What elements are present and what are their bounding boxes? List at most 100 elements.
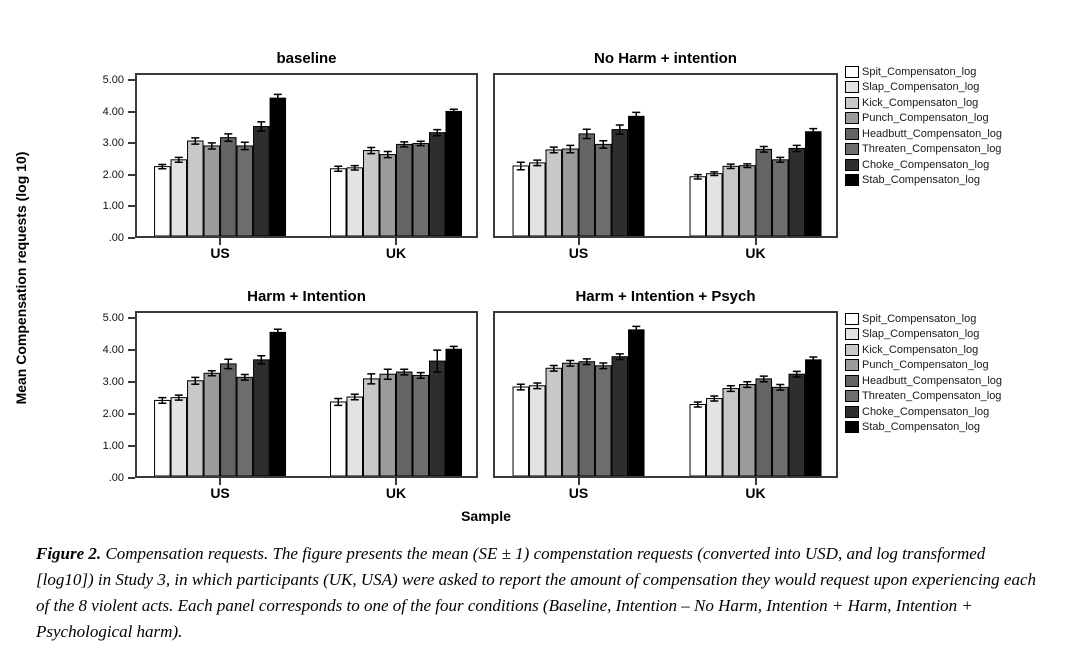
bar-headbutt-compensaton-log-us [578,361,596,476]
bar-headbutt-compensaton-log-uk [755,148,773,236]
bar-slap-compensaton-log-uk [346,167,363,236]
error-bar [224,358,233,370]
bar-chart-canvas [154,328,462,476]
bar-kick-compensaton-log-uk [722,165,740,236]
error-bar [516,161,525,171]
bar-threaten-compensaton-log-us [236,376,254,476]
bar-spit-compensaton-log-uk [689,403,707,476]
error-bar [383,150,392,159]
legend-item: Punch_Compensaton_log [845,358,1071,374]
error-bar [776,383,785,391]
figure-caption-text: Compensation requests. The figure presen… [36,544,1037,641]
error-bar [207,370,216,377]
bar-choke-compensaton-log-uk [428,360,446,476]
bar-headbutt-compensaton-log-uk [755,378,773,476]
bar-punch-compensaton-log-uk [739,165,756,236]
y-tick-label: .00 [108,472,124,484]
bar-chart-canvas [512,325,822,476]
error-bar [416,371,425,380]
error-bar [191,376,200,385]
legend-item: Spit_Compensaton_log [845,311,1071,327]
y-tick-label: 1.00 [102,200,124,213]
y-tick-mark [128,237,135,239]
legend-item-label: Spit_Compensaton_log [862,312,977,325]
bar-spit-compensaton-log-uk [689,176,707,236]
bar-stab-compensaton-log-uk [805,359,822,476]
error-bar [400,368,409,376]
legend-item-label: Spit_Compensaton_log [862,65,977,78]
error-bar [776,156,785,164]
legend-item-label: Headbutt_Compensaton_log [862,127,1003,140]
bar-stab-compensaton-log-uk [805,131,822,236]
error-bar [350,393,359,401]
legend-swatch [845,81,859,94]
legend-item-label: Choke_Compensaton_log [862,405,990,418]
legend-swatch [845,374,859,387]
legend-item: Threaten_Compensaton_log [845,389,1071,405]
y-tick-label: 1.00 [102,440,124,452]
legend-swatch [845,405,859,418]
legend-item: Spit_Compensaton_log [845,64,1071,80]
bar-threaten-compensaton-log-us [236,145,254,236]
panel-title-harm-intention-psych: Harm + Intention + Psych [575,288,756,305]
x-group-label-us: US [210,485,230,501]
error-bar [367,146,376,155]
y-tick-label: 3.00 [102,137,124,150]
error-bar [433,128,442,137]
bar-threaten-compensaton-log-uk [772,159,789,236]
bar-spit-compensaton-log-us [154,399,171,476]
error-bar [792,370,801,378]
bar-kick-compensaton-log-us [545,367,563,476]
error-bar [726,385,735,393]
error-bar [158,163,167,170]
bar-slap-compensaton-log-uk [346,396,363,476]
error-bar [710,171,719,177]
error-bar [350,164,359,171]
legend-swatch [845,65,859,78]
legend-item-label: Threaten_Compensaton_log [862,390,1002,403]
y-tick-label: 4.00 [102,344,124,357]
y-tick-label: 2.00 [102,408,124,420]
x-group-label-us: US [210,245,230,261]
panel-plot-harm-intention-psych [493,311,838,478]
legend-swatch [845,312,859,325]
legend-item-label: Slap_Compensaton_log [862,328,980,341]
legend-item: Headbutt_Compensaton_log [845,373,1071,389]
error-bar [158,396,167,404]
bar-choke-compensaton-log-us [253,126,270,236]
error-bar [191,137,200,145]
x-group-label-us: US [568,245,589,261]
error-bar [615,124,624,135]
error-bar [174,394,183,401]
bar-slap-compensaton-log-uk [706,398,723,476]
bar-threaten-compensaton-log-uk [412,374,429,476]
error-bar [334,165,343,172]
error-bar [383,368,392,380]
legend-top: Spit_Compensaton_log Slap_Compensaton_log… [845,64,1071,188]
legend-item: Slap_Compensaton_log [845,327,1071,343]
y-tick-mark [128,78,135,81]
bar-kick-compensaton-log-uk [362,150,380,236]
y-tick-label: 5.00 [102,312,124,325]
bar-choke-compensaton-log-uk [428,132,446,236]
legend-item: Choke_Compensaton_log [845,157,1071,173]
bar-stab-compensaton-log-uk [445,348,462,476]
bar-stab-compensaton-log-us [269,97,287,236]
bar-kick-compensaton-log-us [187,380,204,476]
bar-spit-compensaton-log-uk [329,168,347,236]
y-tick-mark [128,413,135,415]
error-bar [743,380,752,389]
x-group-label-uk: UK [385,485,407,501]
legend-swatch [845,143,859,156]
error-bar [207,142,216,150]
error-bar [433,349,442,373]
x-category-tick [394,478,397,485]
bar-spit-compensaton-log-us [512,165,530,236]
error-bar [566,359,575,367]
error-bar [240,141,249,151]
x-category-tick [754,238,757,245]
legend-item: Punch_Compensaton_log [845,111,1071,127]
bar-kick-compensaton-log-us [545,149,563,236]
legend-item: Threaten_Compensaton_log [845,142,1071,158]
error-bar [224,133,233,143]
